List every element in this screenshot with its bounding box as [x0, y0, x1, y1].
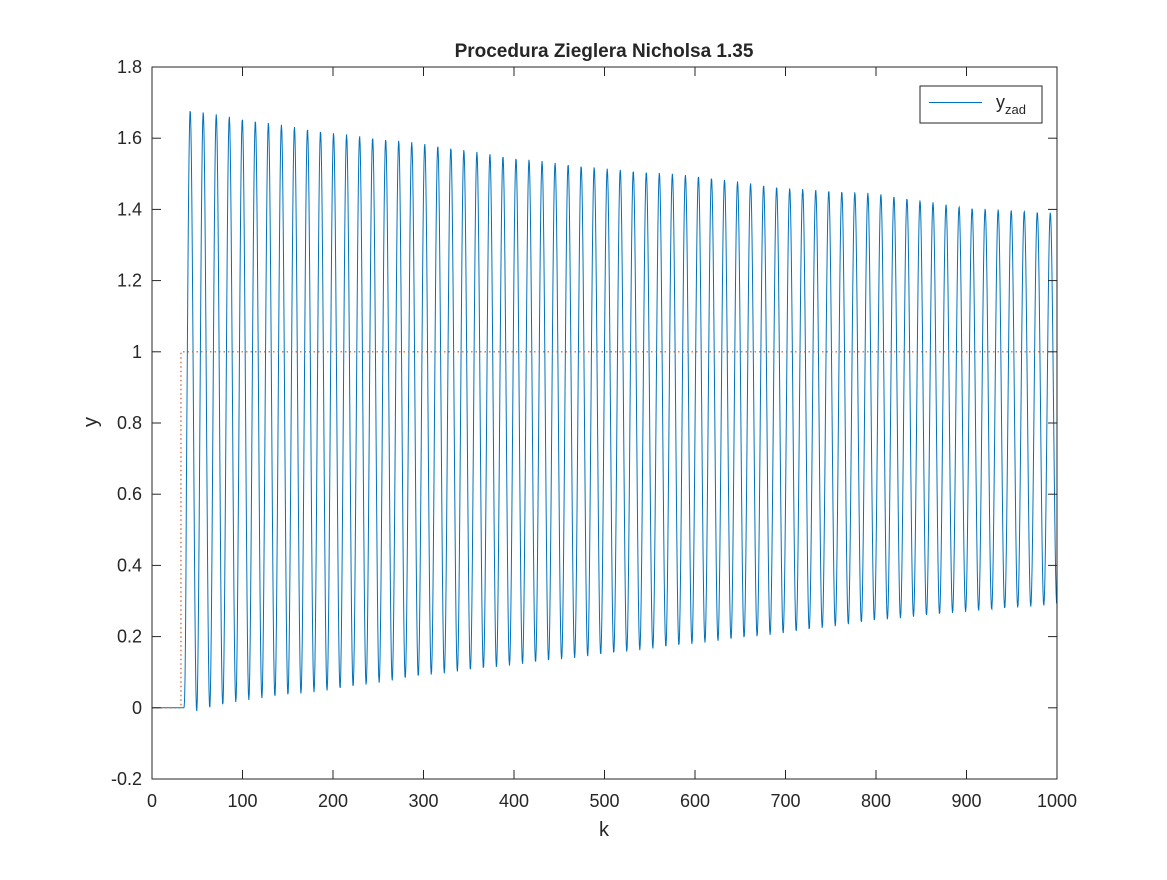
x-tick-label: 700 [770, 791, 800, 811]
legend: yzad [919, 85, 1043, 124]
x-tick-label: 1000 [1037, 791, 1077, 811]
series-line-output [152, 111, 1058, 712]
y-tick-label: 0.8 [117, 413, 142, 433]
y-tick-label: 1.4 [117, 199, 142, 219]
chart-title: Procedura Zieglera Nicholsa 1.35 [455, 41, 754, 62]
y-axis-label: y [80, 417, 102, 427]
y-tick-label: 0.4 [117, 555, 142, 575]
y-tick-label: 1.6 [117, 128, 142, 148]
x-tick-label: 900 [951, 791, 981, 811]
y-tick-label: 1.8 [117, 57, 142, 77]
x-axis-label: k [599, 819, 610, 841]
x-tick-label: 400 [499, 791, 529, 811]
series-line-setpoint [152, 351, 1057, 709]
legend-box [919, 85, 1043, 124]
y-tick-label: 0.6 [117, 484, 142, 504]
x-tick-label: 100 [227, 791, 257, 811]
y-tick-label: 1.2 [117, 271, 142, 291]
x-tick-label: 600 [680, 791, 710, 811]
plot-area: 0 100 200 300 400 500 600 700 800 900 1000-0.200.2… [111, 57, 1077, 811]
y-tick-label: 1 [132, 342, 142, 362]
x-tick-label: 300 [408, 791, 438, 811]
y-tick-label: 0.2 [117, 627, 142, 647]
x-tick-label: 800 [861, 791, 891, 811]
x-tick-label: 0 [147, 791, 157, 811]
y-tick-label: 0 [132, 698, 142, 718]
axes-background [152, 67, 1057, 779]
y-tick-label: -0.2 [111, 769, 142, 789]
x-tick-label: 200 [318, 791, 348, 811]
legend-label: yzad [996, 92, 1026, 117]
x-tick-label: 500 [589, 791, 619, 811]
